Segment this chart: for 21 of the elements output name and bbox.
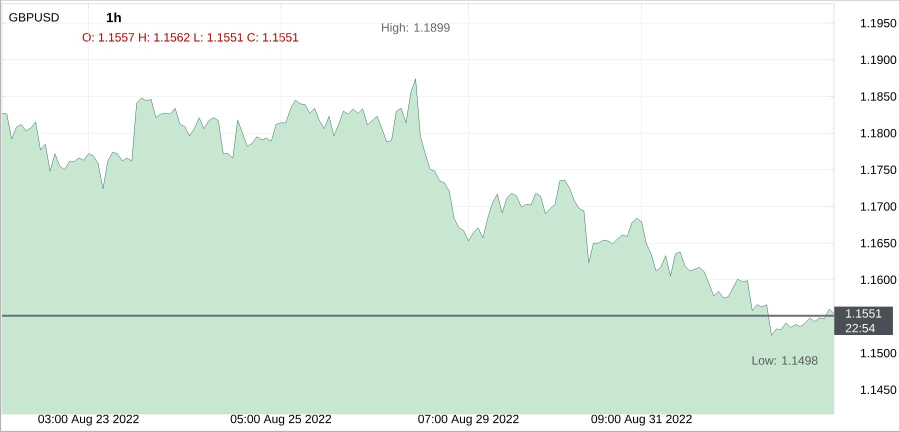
y-tick-label: 1.1800: [860, 128, 896, 138]
y-tick-label: 1.1500: [860, 348, 896, 358]
text: 22:54: [846, 324, 875, 332]
y-tick-label: 1.1950: [860, 18, 896, 28]
text: GBPUSD: [9, 13, 59, 22]
annotation: High: 1.1899: [382, 22, 450, 34]
y-tick-label: 1.1850: [860, 92, 896, 101]
text: O: 1.1557 H: 1.1562 L: 1.1551 C: 1.1551: [82, 33, 298, 42]
annotation: Low: 1.1498: [752, 356, 818, 365]
y-tick-label: 1.1750: [860, 166, 896, 174]
x-tick-label: 03:00 Aug 23 2022: [38, 414, 139, 426]
y-tick-label: 1.1600: [860, 276, 896, 284]
y-tick-label: 1.1700: [860, 202, 896, 211]
y-tick-label: 1.1900: [860, 56, 896, 64]
y-tick-label: 1.1650: [860, 238, 896, 248]
x-tick-label: 09:00 Aug 31 2022: [591, 414, 692, 426]
x-tick-label: 07:00 Aug 29 2022: [418, 414, 519, 426]
y-tick-label: 1.1450: [860, 386, 896, 394]
ref-line-label: 1.1551: [846, 309, 882, 318]
annotation: 1h: [106, 12, 121, 22]
x-tick-label: 05:00 Aug 25 2022: [230, 414, 332, 426]
